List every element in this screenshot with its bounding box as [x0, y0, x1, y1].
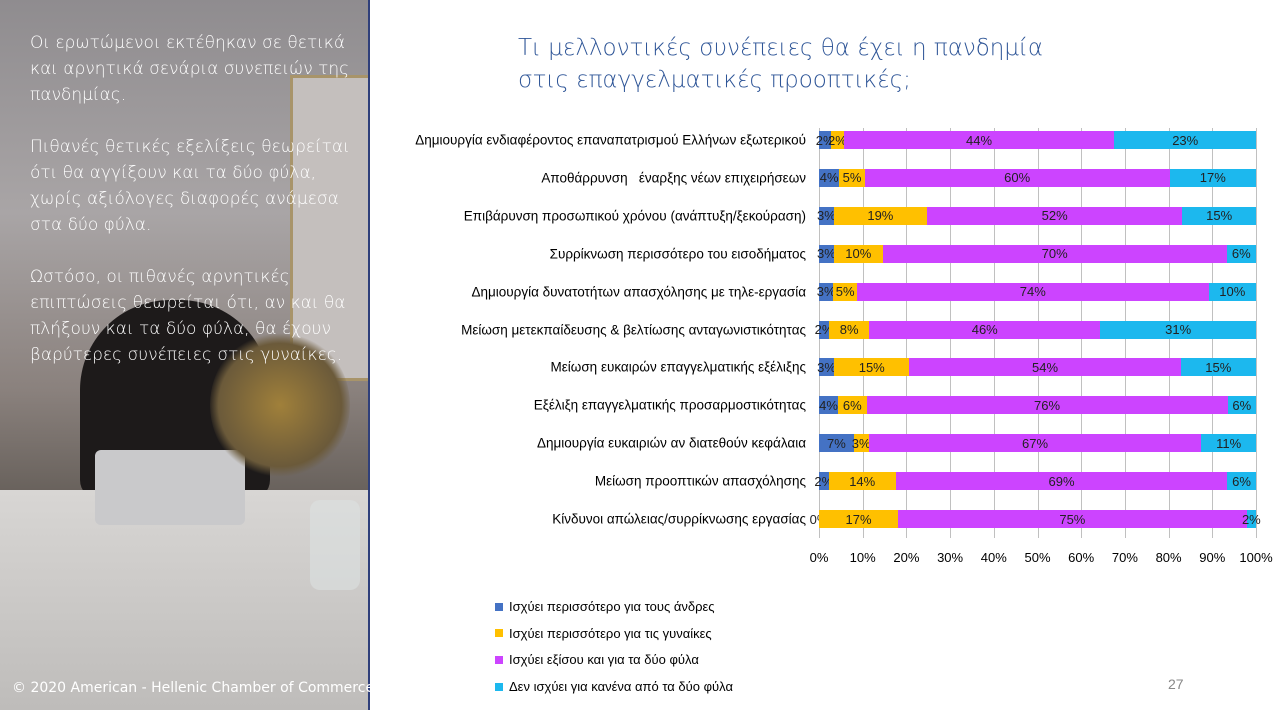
photo-laptop [95, 450, 245, 525]
legend-item: Ισχύει εξίσου και για τα δύο φύλα [495, 652, 699, 667]
bar-segment: 15% [1180, 358, 1256, 377]
chart-title-line: στις επαγγελματικές προοπτικές; [518, 67, 911, 93]
bar-segment: 44% [843, 131, 1115, 149]
bar-segment: 2% [814, 320, 834, 339]
bar-segment: 14% [828, 472, 896, 491]
bar-segment: 3% [817, 358, 836, 377]
bar-segment: 15% [834, 358, 910, 377]
bar-segment: 3% [816, 244, 836, 263]
summary-paragraph: Πιθανές θετικές εξελίξεις θεωρείται ότι … [30, 137, 350, 235]
bar-segment: 67% [868, 434, 1202, 453]
bar-segment: 7% [819, 434, 854, 453]
bar-segment: 46% [869, 320, 1101, 339]
x-tick-label: 10% [849, 550, 876, 565]
bar-segment: 17% [1169, 168, 1256, 187]
bar-segment: 31% [1100, 320, 1256, 339]
legend-item: Ισχύει περισσότερο για τους άνδρες [495, 599, 715, 614]
bar-segment: 2% [814, 472, 834, 491]
legend-label: Ισχύει περισσότερο για τους άνδρες [509, 599, 715, 614]
bar-segment: 3% [816, 282, 836, 301]
category-label: Δημιουργία ενδιαφέροντος επαναπατρισμού … [415, 132, 806, 148]
chart-title: Τι μελλοντικές συνέπειες θα έχει η πανδη… [518, 32, 1043, 96]
category-label: Μείωση ευκαιρών επαγγελματικής εξέλιξης [550, 359, 806, 375]
chart-title-line: Τι μελλοντικές συνέπειες θα έχει η πανδη… [518, 35, 1044, 61]
category-label: Μείωση προοπτικών απασχόλησης [594, 473, 806, 489]
x-tick-label: 60% [1068, 550, 1095, 565]
bar-segment: 4% [819, 396, 838, 415]
x-tick-label: 100% [1239, 550, 1273, 565]
bar-segment: 2% [815, 131, 835, 149]
x-tick-label: 90% [1199, 550, 1226, 565]
legend-swatch [495, 602, 503, 611]
bar-segment: 54% [909, 358, 1181, 377]
x-tick-label: 0% [809, 550, 829, 565]
photo-table [0, 490, 368, 710]
bar-segment: 3% [816, 206, 836, 225]
photo-flowers [210, 330, 350, 480]
legend-item: Δεν ισχύει για κανένα από τα δύο φύλα [495, 679, 733, 694]
photo-vase [310, 500, 360, 590]
category-label: Επιβάρυνση προσωπικού χρόνου (ανάπτυξη/ξ… [463, 208, 806, 224]
bar-segment: 74% [857, 282, 1209, 301]
bar-segment: 6% [1227, 396, 1256, 415]
legend-label: Ισχύει περισσότερο για τις γυναίκες [509, 625, 712, 641]
category-label: Δημιουργία δυνατοτήτων απασχόλησης με τη… [471, 284, 806, 300]
legend-label: Δεν ισχύει για κανένα από τα δύο φύλα [509, 679, 733, 695]
bar-segment: 60% [864, 168, 1170, 187]
x-tick-label: 70% [1111, 550, 1138, 565]
bar-segment: 10% [1208, 282, 1256, 301]
bar-segment: 52% [927, 206, 1183, 225]
bar-segment: 2% [1241, 510, 1261, 528]
legend-swatch [495, 655, 503, 664]
category-label: Κίνδυνοι απώλειας/συρρίκνωσης εργασίας [552, 511, 806, 527]
x-tick-label: 50% [1024, 550, 1051, 565]
bar-segment: 3% [851, 434, 871, 453]
bar-segment: 15% [1182, 206, 1256, 225]
gridline [1256, 128, 1257, 538]
summary-text: Οι ερωτώμενοι εκτέθηκαν σε θετικά και αρ… [30, 30, 360, 394]
legend-swatch [495, 629, 503, 638]
category-label: Δημιουργία ευκαιριών αν διατεθούν κεφάλα… [536, 435, 806, 451]
summary-paragraph: Ωστόσο, οι πιθανές αρνητικές επιπτώσεις … [30, 267, 346, 365]
category-label: Μείωση μετεκπαίδευσης & βελτίωσης ανταγω… [461, 322, 806, 337]
bar-segment: 23% [1114, 131, 1256, 149]
x-tick-label: 20% [893, 550, 920, 565]
bar-segment: 75% [898, 510, 1247, 528]
bar-segment: 2% [828, 131, 847, 149]
bar-segment: 5% [839, 168, 865, 187]
bar-segment: 11% [1201, 434, 1256, 453]
bar-segment: 6% [838, 396, 867, 415]
legend-item: Ισχύει περισσότερο για τις γυναίκες [495, 626, 712, 641]
legend-swatch [495, 682, 503, 691]
category-label: Εξέλιξη επαγγελματικής προσαρμοστικότητα… [533, 397, 806, 413]
bar-segment: 10% [833, 244, 883, 263]
x-tick-label: 80% [1155, 550, 1182, 565]
bar-segment: 6% [1226, 244, 1256, 263]
bar-segment: 17% [819, 510, 899, 528]
bar-segment: 8% [829, 320, 870, 339]
page-number: 27 [1168, 676, 1184, 692]
legend-label: Ισχύει εξίσου και για τα δύο φύλα [509, 652, 699, 668]
summary-paragraph: Οι ερωτώμενοι εκτέθηκαν σε θετικά και αρ… [30, 33, 350, 105]
copyright: © 2020 American - Hellenic Chamber of Co… [12, 680, 375, 696]
x-tick-label: 40% [980, 550, 1007, 565]
left-photo-panel: Οι ερωτώμενοι εκτέθηκαν σε θετικά και αρ… [0, 0, 370, 710]
bar-segment: 76% [866, 396, 1228, 415]
bar-segment: 19% [833, 206, 927, 225]
category-label: Αποθάρρυνση έναρξης νέων επιχειρήσεων [541, 170, 806, 186]
bar-segment: 6% [1227, 472, 1256, 491]
category-label: Συρρίκνωση περισσότερο του εισοδήματος [549, 246, 806, 262]
photo-window [290, 75, 368, 381]
bar-segment: 69% [895, 472, 1228, 491]
bar-segment: 4% [819, 168, 840, 187]
bar-segment: 5% [833, 282, 857, 301]
bar-segment: 70% [882, 244, 1227, 263]
x-tick-label: 30% [937, 550, 964, 565]
